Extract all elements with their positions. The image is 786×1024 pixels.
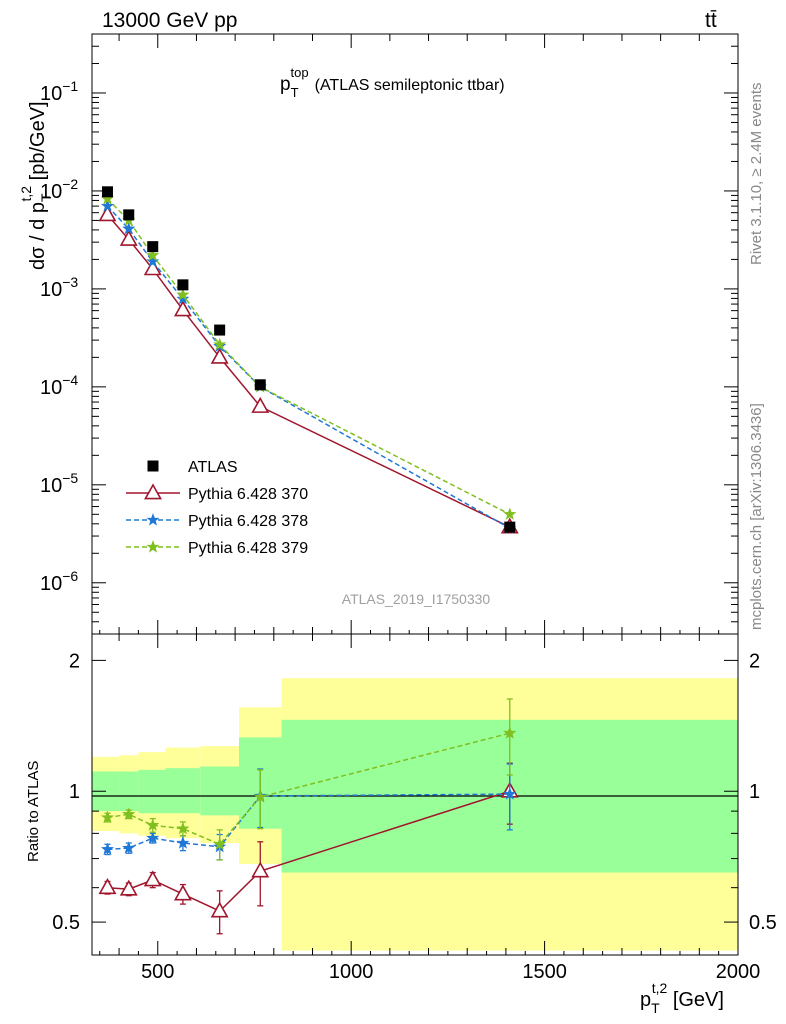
legend: ATLAS Pythia 6.428 370 Pythia 6.428 378 Pyt… [126,459,308,557]
main-y-axis-label: dσ / d pTt,2 [pb/GeV] [18,101,54,270]
main-point-py379 [213,337,227,351]
main-point-py379 [503,507,517,520]
x-tick-label: 1000 [329,961,374,983]
main-point-py379 [146,248,160,261]
main-point-py370 [251,396,270,413]
main-point-py370 [143,259,162,276]
legend-marker-py370 [144,483,162,500]
main-y-tick-label: 10−3 [40,274,78,301]
main-y-tick-label: 10−1 [40,78,78,105]
legend-marker-data [147,460,159,472]
main-y-tick-label: 10−5 [40,470,78,497]
main-point-data [504,521,516,533]
mcplots-label: mcplots.cern.ch [arXiv:1306.3436] [748,403,765,630]
legend-label-py378: Pythia 6.428 378 [188,513,308,530]
ratio-y-tick-label-right: 0.5 [749,912,777,934]
legend-label-py370: Pythia 6.428 370 [188,486,308,503]
analysis-id: ATLAS_2019_I1750330 [342,591,491,607]
ratio-point-py370 [210,901,229,918]
inner-uncertainty-band [200,766,239,816]
main-point-data [214,324,226,336]
main-series-line-py378 [106,205,511,529]
ratio-point-py379 [253,790,267,803]
legend-marker-py378 [146,513,160,526]
main-series-line-py379 [106,198,511,515]
ratio-point-py370 [119,879,138,896]
main-point-data [101,186,113,198]
ratio-y-tick-label-right: 2 [749,650,760,672]
ratio-panel: 0.5 0.5 1 1 2 2 500 1000 1500 2000 Ratio to ATLAS… [25,633,777,1016]
main-point-data [254,379,266,391]
rivet-version-label: Rivet 3.1.10, ≥ 2.4M events [748,83,765,266]
main-point-py370 [173,300,192,317]
legend-marker-py379 [146,540,160,553]
ratio-y-axis-label: Ratio to ATLAS [25,761,42,862]
ratio-point-py379 [100,810,115,824]
ratio-y-tick-label-right: 1 [749,781,760,803]
inner-uncertainty-band [165,768,201,814]
main-point-py370 [98,205,117,222]
legend-label-data: ATLAS [188,459,238,476]
ratio-point-py378 [176,836,190,849]
main-point-py370 [210,347,229,364]
main-point-data [147,241,159,253]
ratio-point-py378 [122,841,136,854]
ratio-y-tick-label: 0.5 [52,912,80,934]
main-y-tick-label: 10−4 [40,372,78,399]
main-point-data [177,279,189,291]
main-y-tick-label: 10−6 [40,568,78,595]
ratio-point-py379 [122,807,136,820]
main-point-py378 [122,222,136,235]
ratio-point-py370 [173,884,192,901]
main-panel: 10−1 10−2 10−3 10−4 10−5 10−6 pTtop(ATLAS sem… [18,33,739,635]
process-label: tt̄ [705,9,717,32]
ratio-y-tick-label: 2 [69,650,80,672]
plot-title: pTtop(ATLAS semileptonic ttbar) [280,65,505,100]
main-point-py378 [100,199,115,212]
ratio-point-py378 [100,842,115,855]
main-y-tick-label: 10−2 [40,176,78,203]
main-point-py379 [176,287,190,301]
x-axis-label: pTt,2 [GeV] [640,980,724,1016]
ratio-point-py379 [503,726,517,739]
inner-uncertainty-band [119,771,139,812]
collision-label: 13000 GeV pp [102,9,237,32]
ratio-point-py379 [213,837,227,850]
main-point-py378 [176,292,190,305]
legend-label-py379: Pythia 6.428 379 [188,540,308,557]
x-tick-label: 1500 [522,961,567,983]
ratio-y-tick-label: 1 [69,781,80,803]
main-series-line-py370 [106,214,511,528]
x-tick-label: 500 [141,961,174,983]
main-point-data [123,209,135,221]
ratio-point-py378 [503,787,517,800]
main-point-py370 [119,229,138,246]
x-tick-label: 2000 [716,961,761,983]
ratio-point-py378 [146,831,160,844]
ratio-point-py370 [98,878,117,895]
ratio-panel-frame [91,633,739,956]
ratio-point-py370 [251,861,270,878]
ratio-point-py370 [143,870,162,887]
ratio-point-py379 [176,821,190,835]
main-point-py378 [146,254,160,268]
ratio-point-py379 [146,818,160,831]
inner-uncertainty-band [138,769,166,814]
